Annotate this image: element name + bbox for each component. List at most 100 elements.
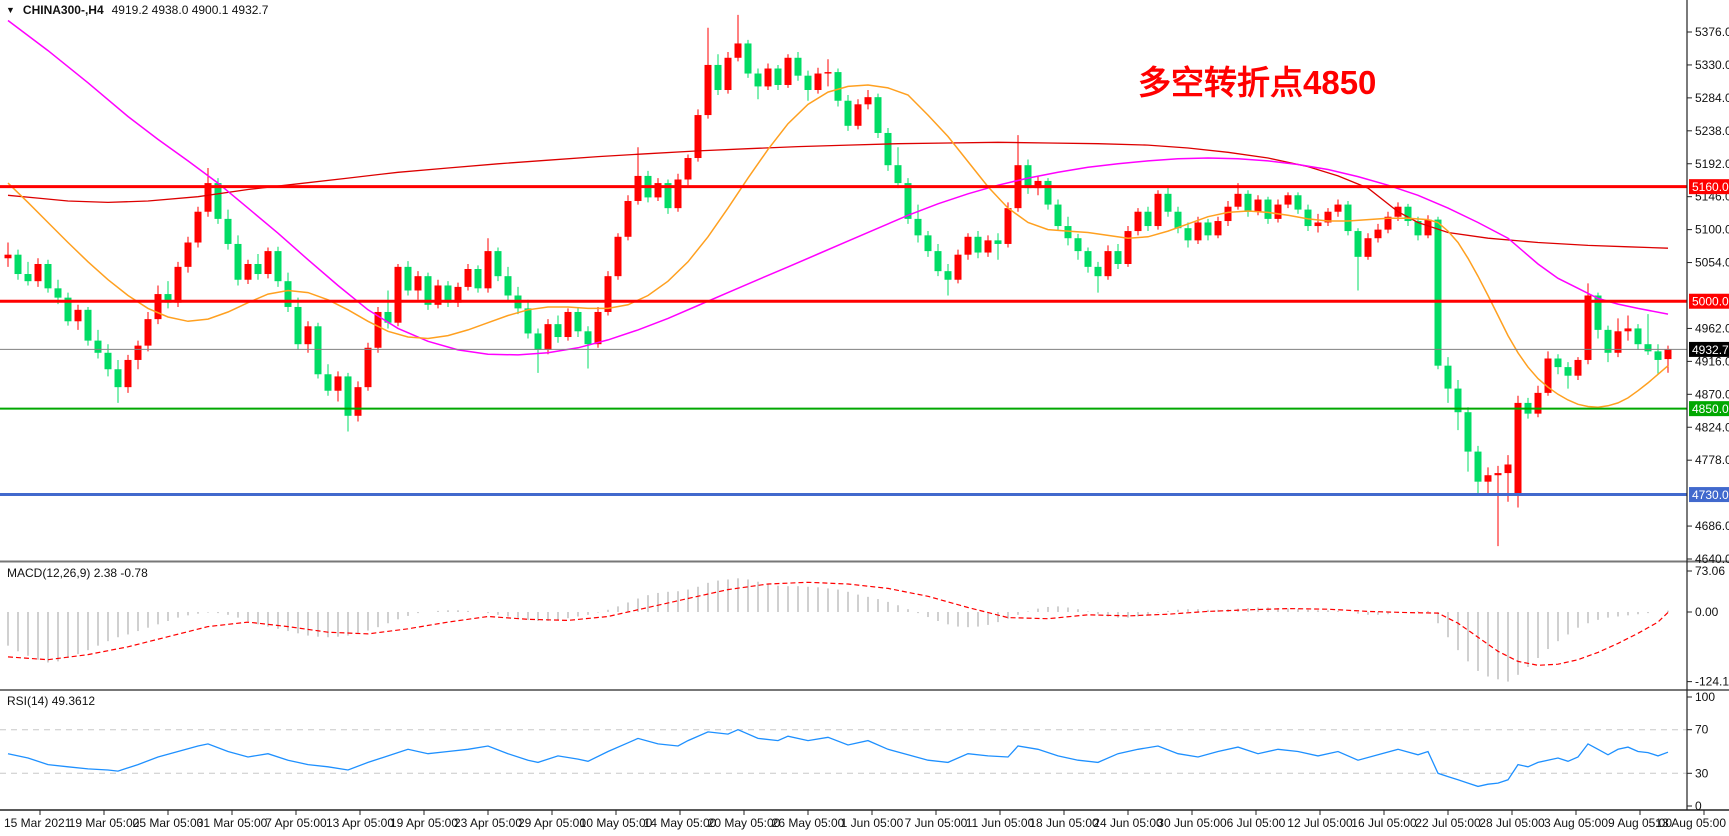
time-tick-label: 19 Apr 05:00 — [390, 816, 458, 830]
candle-body — [1454, 388, 1462, 413]
candle-body — [954, 254, 962, 280]
candle-body — [464, 269, 472, 287]
candle-body — [1084, 251, 1092, 267]
candle-body — [784, 57, 792, 85]
time-tick-label: 13 Apr 05:00 — [326, 816, 394, 830]
candle-body — [264, 251, 272, 275]
candle-body — [1434, 219, 1442, 366]
candle-body — [854, 104, 862, 126]
candle-body — [1104, 251, 1112, 277]
candle-body — [1144, 211, 1152, 227]
candle-body — [624, 200, 632, 237]
candle-body — [874, 97, 882, 133]
candle-body — [414, 276, 422, 291]
candle-body — [964, 236, 972, 255]
candle-body — [84, 309, 92, 341]
candle-body — [474, 269, 482, 289]
candle-body — [1274, 204, 1282, 219]
collapse-arrow-icon[interactable]: ▼ — [6, 5, 15, 15]
candle-body — [404, 266, 412, 291]
price-badge-text: 4730.0 — [1692, 488, 1729, 502]
axis-tick-label: 4916.0 — [1695, 354, 1729, 368]
time-tick-label: 30 Jun 05:00 — [1157, 816, 1227, 830]
candle-body — [174, 266, 182, 303]
time-tick-label: 22 Jul 05:00 — [1415, 816, 1481, 830]
candle-body — [974, 236, 982, 253]
candle-body — [1614, 331, 1622, 353]
candle-body — [544, 324, 552, 350]
candle-body — [1314, 222, 1322, 227]
candle-body — [574, 311, 582, 332]
candle-body — [1654, 351, 1662, 360]
candle-body — [1254, 199, 1262, 212]
candle-body — [364, 347, 372, 388]
price-badge-5000.0 — [1689, 293, 1729, 309]
candle-body — [444, 285, 452, 303]
axis-tick-label: 4824.0 — [1695, 420, 1729, 434]
candle-body — [884, 132, 892, 166]
candle-body — [434, 285, 442, 305]
candle-body — [1384, 216, 1392, 230]
time-tick-label: 29 Apr 05:00 — [518, 816, 586, 830]
time-tick-label: 9 Aug 05:00 — [1608, 816, 1672, 830]
rsi-panel — [0, 728, 1687, 788]
candle-body — [714, 64, 722, 90]
candle-body — [1484, 475, 1492, 482]
candle-body — [1174, 211, 1182, 229]
candle-body — [1464, 412, 1472, 452]
candle-body — [1584, 295, 1592, 360]
candle-body — [1204, 222, 1212, 236]
macd-values: 2.38 -0.78 — [93, 566, 148, 580]
candle-body — [1154, 193, 1162, 227]
candle-body — [1544, 358, 1552, 393]
chart-title-bar: ▼ CHINA300-,H4 4919.2 4938.0 4900.1 4932… — [6, 3, 268, 17]
candle-body — [164, 294, 172, 303]
price-badge-5160.0 — [1689, 179, 1729, 195]
candle-body — [814, 73, 822, 90]
candle-body — [1404, 206, 1412, 222]
candle-body — [724, 57, 732, 90]
time-tick-label: 10 May 05:00 — [580, 816, 653, 830]
candle-body — [374, 311, 382, 348]
rsi-value: 49.3612 — [51, 694, 96, 708]
candle-body — [674, 179, 682, 209]
axis-tick-label: 5100.0 — [1695, 223, 1729, 237]
candle-body — [824, 72, 832, 74]
candle-body — [1624, 328, 1632, 332]
macd-panel — [7, 578, 1669, 682]
candle-body — [1574, 359, 1582, 376]
candle-body — [1124, 231, 1132, 264]
axis-tick-label: 4686.0 — [1695, 519, 1729, 533]
candle-body — [384, 311, 392, 323]
candle-body — [74, 309, 82, 322]
candle-body — [1504, 464, 1512, 474]
candle-body — [4, 254, 12, 259]
candle-body — [914, 218, 922, 236]
candle-body — [1304, 209, 1312, 227]
candle-body — [1424, 219, 1432, 236]
candle-body — [654, 183, 662, 198]
candle-body — [1664, 349, 1672, 360]
axis-tick-label: 5054.0 — [1695, 256, 1729, 270]
candle-body — [1054, 204, 1062, 227]
horizontal-lines-layer — [0, 185, 1687, 497]
axis-tick-label: 0.00 — [1695, 605, 1719, 619]
candle-body — [534, 333, 542, 350]
candle-body — [524, 308, 532, 334]
axis-tick-label: 30 — [1695, 766, 1709, 780]
price-badge-text: 5160.0 — [1692, 180, 1729, 194]
candle-body — [1534, 392, 1542, 414]
time-tick-label: 24 Jun 05:00 — [1093, 816, 1163, 830]
price-axis: 5376.05330.05284.05238.05192.05146.05100… — [1687, 25, 1729, 813]
time-tick-label: 18 Jun 05:00 — [1029, 816, 1099, 830]
axis-tick-label: 5330.0 — [1695, 58, 1729, 72]
candle-body — [934, 251, 942, 272]
candle-body — [1294, 195, 1302, 210]
candle-body — [1374, 229, 1382, 239]
candle-body — [1474, 451, 1482, 482]
time-tick-label: 25 Mar 05:00 — [133, 816, 204, 830]
candle-body — [134, 345, 142, 360]
